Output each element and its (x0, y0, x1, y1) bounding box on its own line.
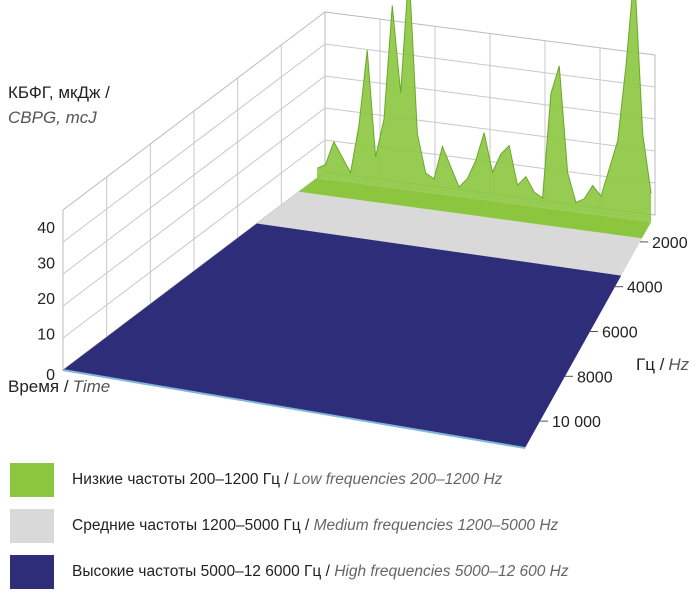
chart-series (62, 0, 652, 449)
y-tick-label: 4000 (627, 280, 663, 297)
x-axis-label: Время / Time (8, 377, 110, 396)
legend-swatch-high (10, 555, 54, 589)
legend-item-high: Высокие частоты 5000–12 6000 Гц / High f… (10, 555, 569, 589)
chart-ticks: 0 10 20 30 40 2000 4000 6000 8000 10 000 (37, 220, 687, 431)
z-tick-label: 0 (46, 367, 55, 384)
z-axis-label-en: CBPG, mcJ (8, 108, 97, 127)
legend-label-medium-en: Medium frequencies 1200–5000 Hz (313, 517, 559, 534)
z-axis-label-ru: КБФГ, мкДж / (8, 83, 110, 102)
legend-item-medium: Средние частоты 1200–5000 Гц / Medium fr… (10, 509, 558, 543)
legend-text-low: Низкие частоты 200–1200 Гц / Low frequen… (72, 471, 502, 489)
legend-label-low-en: Low frequencies 200–1200 Hz (293, 471, 503, 488)
y-tick-label: 2000 (652, 235, 688, 252)
legend-text-medium: Средние частоты 1200–5000 Гц / Medium fr… (72, 517, 558, 535)
chart-3d: 0 10 20 30 40 2000 4000 6000 8000 10 000 КБФГ, мк… (8, 0, 690, 449)
y-tick-label: 8000 (577, 369, 613, 386)
series-high-band (63, 223, 622, 448)
legend-item-low: Низкие частоты 200–1200 Гц / Low frequen… (10, 463, 502, 497)
legend-label-high-en: High frequencies 5000–12 600 Hz (334, 563, 569, 580)
z-tick-label: 10 (37, 326, 55, 343)
series-low-line (316, 0, 652, 204)
x-axis-label-en: Time (73, 377, 111, 396)
y-axis-label-en: Hz (668, 355, 689, 374)
z-tick-label: 20 (37, 291, 55, 308)
series-low-band (298, 177, 652, 239)
x-axis-label-ru: Время / (8, 377, 69, 396)
y-tick-label: 6000 (602, 325, 638, 342)
legend-swatch-low (10, 463, 54, 497)
y-axis-label-ru: Гц / (636, 355, 665, 374)
legend-swatch-medium (10, 509, 54, 543)
legend-label-medium-ru: Средние частоты 1200–5000 Гц / (72, 517, 310, 534)
series-medium-band (256, 191, 642, 276)
z-tick-label: 30 (37, 255, 55, 272)
legend-label-high-ru: Высокие частоты 5000–12 6000 Гц / (72, 563, 330, 580)
y-tick-label: 10 000 (552, 414, 601, 431)
series-high-edge (62, 369, 526, 449)
series-low-area (317, 0, 652, 222)
legend-text-high: Высокие частоты 5000–12 6000 Гц / High f… (72, 563, 569, 581)
legend-label-low-ru: Низкие частоты 200–1200 Гц / (72, 471, 289, 488)
y-axis-label: Гц / Hz (636, 355, 690, 374)
z-tick-label: 40 (37, 220, 55, 237)
